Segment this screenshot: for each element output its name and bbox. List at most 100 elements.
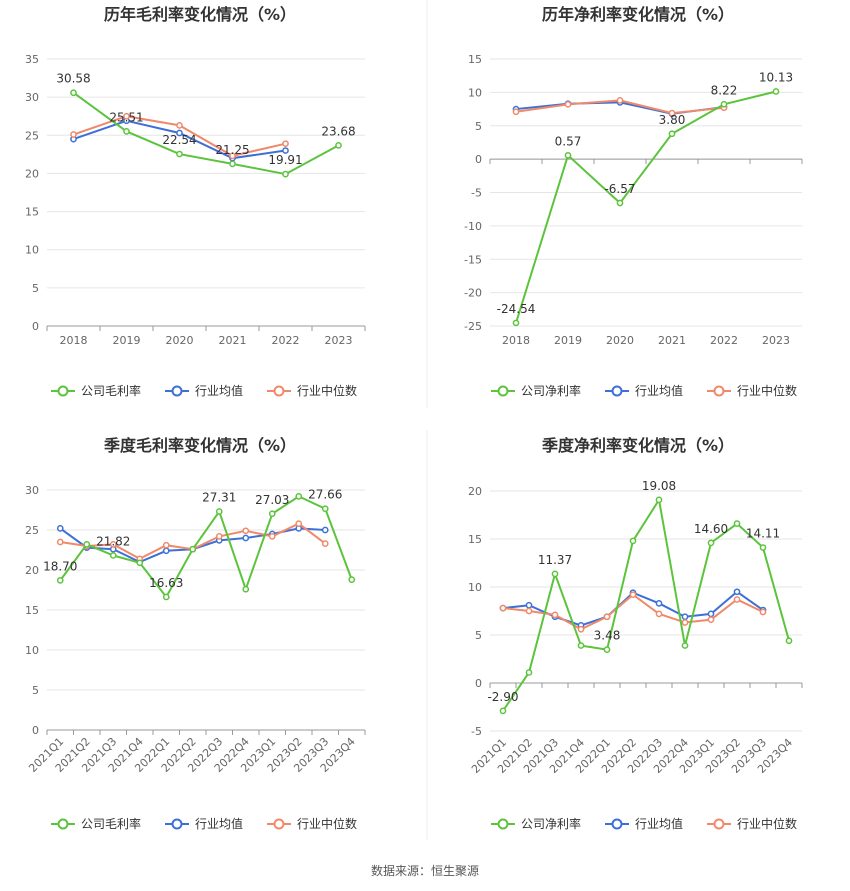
data-point[interactable] — [616, 199, 624, 207]
data-point[interactable] — [268, 533, 276, 540]
data-point[interactable] — [616, 97, 624, 104]
data-point[interactable] — [56, 538, 64, 546]
data-point[interactable] — [176, 150, 183, 158]
data-point[interactable] — [242, 534, 250, 542]
data-point[interactable] — [162, 541, 170, 549]
data-point[interactable] — [162, 547, 170, 555]
legend-item[interactable]: 行业中位数 — [707, 816, 797, 831]
data-point[interactable] — [720, 100, 728, 108]
data-point[interactable] — [70, 131, 77, 138]
legend-item[interactable]: 公司毛利率 — [51, 383, 141, 398]
data-point[interactable] — [499, 604, 507, 612]
x-tick-label: 2022 — [272, 334, 300, 347]
data-point[interactable] — [759, 544, 767, 551]
data-point[interactable] — [109, 552, 117, 559]
data-point[interactable] — [772, 88, 780, 95]
y-tick-label: 35 — [25, 53, 39, 66]
data-point[interactable] — [512, 108, 520, 116]
data-point[interactable] — [681, 642, 689, 649]
data-point[interactable] — [229, 152, 236, 160]
data-point[interactable] — [109, 541, 117, 548]
data-point[interactable] — [603, 613, 611, 621]
data-label: 14.11 — [746, 527, 780, 541]
data-point[interactable] — [564, 101, 572, 108]
data-label: -2.90 — [487, 690, 518, 704]
data-point[interactable] — [335, 142, 342, 149]
data-point[interactable] — [242, 527, 250, 535]
data-point[interactable] — [655, 599, 663, 607]
data-point[interactable] — [268, 510, 276, 518]
data-point[interactable] — [282, 170, 289, 178]
legend-item[interactable]: 行业均值 — [605, 816, 683, 831]
data-point[interactable] — [295, 493, 303, 500]
data-point[interactable] — [707, 616, 715, 623]
data-point[interactable] — [242, 585, 250, 593]
data-point[interactable] — [759, 608, 767, 616]
data-point[interactable] — [215, 533, 223, 540]
data-point[interactable] — [629, 537, 637, 545]
data-point[interactable] — [56, 577, 64, 584]
data-point[interactable] — [282, 140, 289, 148]
x-tick-label: 2023 — [325, 334, 353, 347]
data-point[interactable] — [577, 625, 585, 633]
data-point[interactable] — [176, 129, 183, 137]
data-point[interactable] — [282, 147, 289, 154]
legend-marker — [273, 818, 285, 830]
data-point[interactable] — [733, 588, 741, 596]
data-point[interactable] — [83, 541, 91, 548]
data-point[interactable] — [733, 520, 741, 527]
data-point[interactable] — [123, 112, 130, 120]
data-point[interactable] — [499, 707, 507, 715]
data-point[interactable] — [321, 526, 329, 534]
data-point[interactable] — [295, 520, 303, 527]
legend-item[interactable]: 行业均值 — [165, 383, 243, 398]
data-point[interactable] — [551, 611, 559, 619]
data-point[interactable] — [348, 576, 356, 583]
data-point[interactable] — [603, 646, 611, 653]
data-point[interactable] — [229, 160, 236, 168]
legend-item[interactable]: 行业均值 — [165, 816, 243, 831]
data-point[interactable] — [70, 89, 77, 97]
legend-item[interactable]: 行业均值 — [605, 383, 683, 398]
data-point[interactable] — [668, 109, 676, 117]
x-tick-label: 2018 — [60, 334, 88, 347]
chart-legend: 公司毛利率 行业均值 行业中位数 — [51, 816, 357, 831]
data-point[interactable] — [512, 319, 520, 327]
data-point[interactable] — [525, 607, 533, 615]
data-point[interactable] — [629, 591, 637, 599]
data-point[interactable] — [56, 525, 64, 532]
chart-legend: 公司净利率 行业均值 行业中位数 — [491, 816, 797, 831]
data-point[interactable] — [136, 559, 144, 567]
data-point[interactable] — [525, 669, 533, 676]
data-label: 18.70 — [43, 559, 77, 573]
data-point[interactable] — [785, 637, 793, 645]
data-point[interactable] — [707, 539, 715, 547]
data-point[interactable] — [564, 151, 572, 159]
data-point[interactable] — [655, 496, 663, 504]
legend-item[interactable]: 公司毛利率 — [51, 816, 141, 831]
legend-item[interactable]: 行业中位数 — [707, 383, 797, 398]
data-point[interactable] — [321, 505, 329, 513]
data-point[interactable] — [733, 596, 741, 603]
data-point[interactable] — [189, 545, 197, 553]
data-point[interactable] — [525, 601, 533, 609]
data-point[interactable] — [123, 128, 130, 135]
legend-item[interactable]: 行业中位数 — [267, 816, 357, 831]
data-point[interactable] — [162, 593, 170, 601]
data-point[interactable] — [577, 642, 585, 649]
data-point[interactable] — [551, 570, 559, 578]
series-line — [515, 90, 777, 324]
data-point[interactable] — [681, 619, 689, 626]
legend-marker — [611, 818, 623, 830]
data-point[interactable] — [707, 610, 715, 618]
data-point[interactable] — [668, 130, 676, 138]
data-point[interactable] — [215, 508, 223, 515]
x-tick-label: 2022 — [710, 334, 738, 347]
data-point[interactable] — [321, 540, 329, 547]
legend-item[interactable]: 行业中位数 — [267, 383, 357, 398]
data-point[interactable] — [176, 122, 183, 129]
legend-item[interactable]: 公司净利率 — [491, 383, 581, 398]
data-point[interactable] — [681, 613, 689, 621]
legend-item[interactable]: 公司净利率 — [491, 816, 581, 831]
data-point[interactable] — [655, 610, 663, 618]
